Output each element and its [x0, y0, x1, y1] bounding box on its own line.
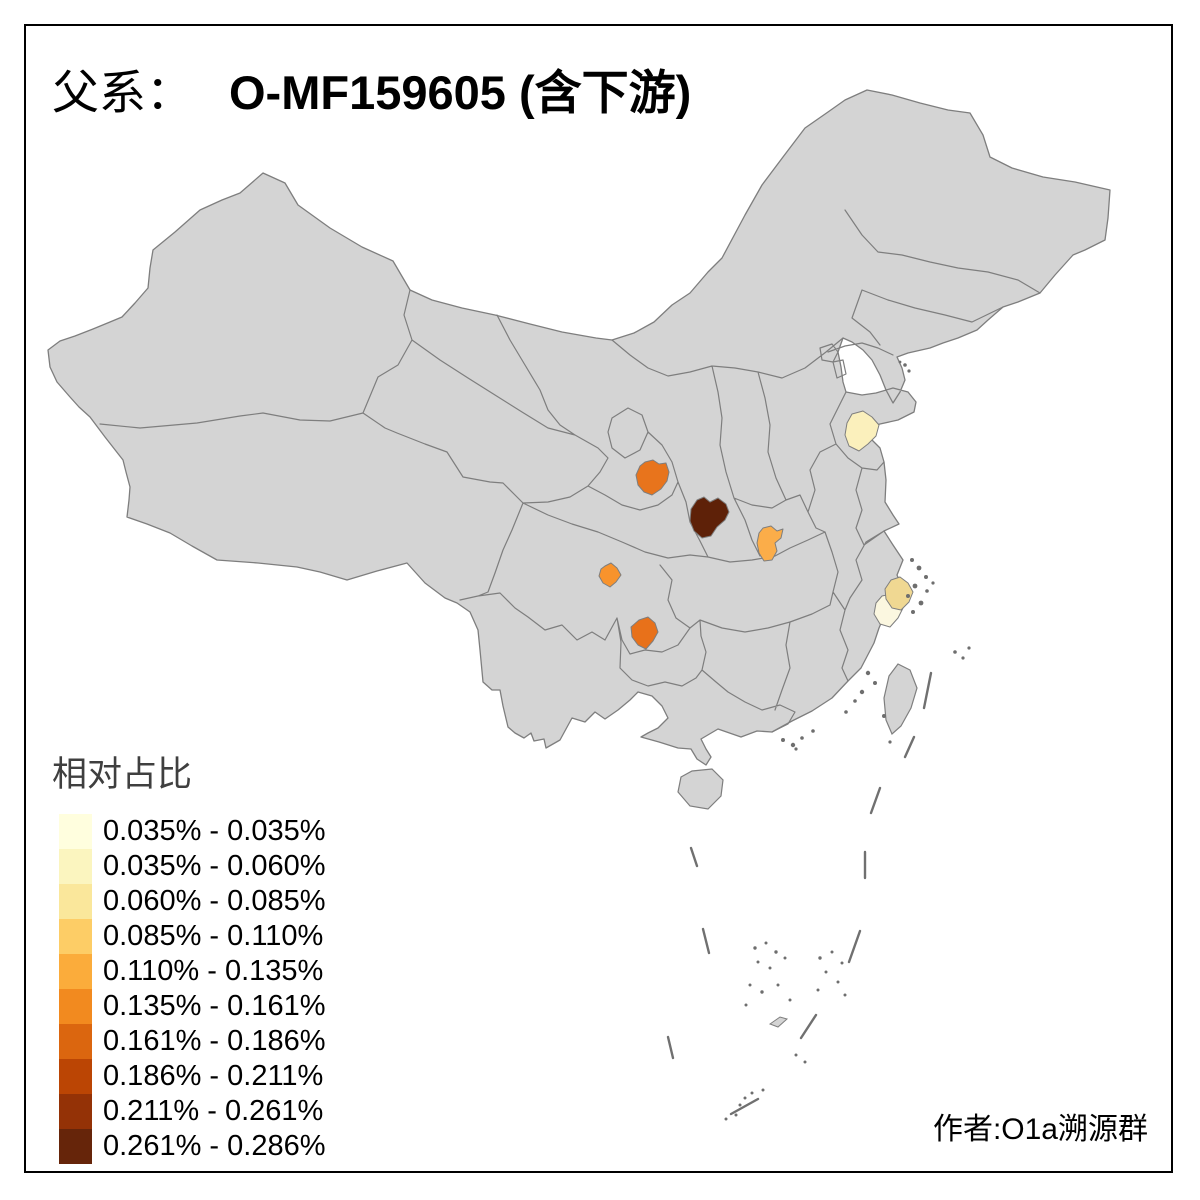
legend-title: 相对占比	[52, 755, 193, 794]
legend-swatch	[59, 814, 92, 849]
china-mainland	[47, 89, 1111, 766]
legend-label: 0.135% - 0.161%	[103, 990, 326, 1022]
highlight-region-north-guizhou	[630, 616, 659, 650]
legend-swatch	[59, 989, 92, 1024]
legend-swatch	[59, 1094, 92, 1129]
legend: 相对占比 0.035% - 0.035% 0.035% - 0.060% 0.060…	[52, 746, 325, 1164]
legend-label: 0.186% - 0.211%	[103, 1060, 324, 1092]
hainan-island	[677, 768, 724, 810]
title-prefix: 父系：	[52, 68, 193, 120]
highlight-region-central-sichuan	[598, 562, 622, 588]
legend-label: 0.261% - 0.286%	[103, 1130, 326, 1162]
legend-label: 0.085% - 0.110%	[103, 920, 324, 952]
legend-swatch	[59, 1024, 92, 1059]
page-title: 父系： O-MF159605 (含下游)	[52, 54, 691, 123]
highlight-region-taizhou	[884, 576, 914, 611]
author-credit: 作者:O1a溯源群	[932, 1113, 1148, 1146]
legend-item: 0.085% - 0.110%	[52, 919, 325, 954]
legend-swatch	[59, 1129, 92, 1164]
legend-item: 0.211% - 0.261%	[52, 1094, 325, 1129]
highlight-region-south-gansu	[635, 459, 670, 496]
south-sea-islet	[768, 1016, 789, 1028]
legend-item: 0.110% - 0.135%	[52, 954, 325, 989]
legend-label: 0.161% - 0.186%	[103, 1025, 326, 1057]
legend-rows: 0.035% - 0.035% 0.035% - 0.060% 0.060% - 0…	[52, 814, 325, 1164]
legend-swatch	[59, 919, 92, 954]
highlight-region-central-shandong	[844, 410, 880, 452]
nine-dash-line	[666, 671, 933, 1116]
legend-item: 0.135% - 0.161%	[52, 989, 325, 1024]
legend-label: 0.110% - 0.135%	[103, 955, 324, 987]
legend-label: 0.035% - 0.060%	[103, 850, 326, 882]
title-main: O-MF159605 (含下游)	[229, 66, 692, 119]
legend-item: 0.060% - 0.085%	[52, 884, 325, 919]
highlight-region-hanzhong	[689, 496, 730, 539]
legend-swatch	[59, 849, 92, 884]
highlight-region-xiangyang	[756, 525, 784, 562]
taiwan-island	[883, 663, 918, 736]
legend-label: 0.060% - 0.085%	[103, 885, 326, 917]
legend-label: 0.035% - 0.035%	[103, 815, 326, 847]
legend-swatch	[59, 954, 92, 989]
legend-label: 0.211% - 0.261%	[103, 1095, 324, 1127]
legend-item: 0.035% - 0.060%	[52, 849, 325, 884]
legend-swatch	[59, 884, 92, 919]
legend-item: 0.035% - 0.035%	[52, 814, 325, 849]
islet-dots	[724, 360, 971, 1121]
legend-item: 0.161% - 0.186%	[52, 1024, 325, 1059]
legend-item: 0.261% - 0.286%	[52, 1129, 325, 1164]
legend-swatch	[59, 1059, 92, 1094]
province-borders	[99, 209, 1041, 733]
legend-item: 0.186% - 0.211%	[52, 1059, 325, 1094]
